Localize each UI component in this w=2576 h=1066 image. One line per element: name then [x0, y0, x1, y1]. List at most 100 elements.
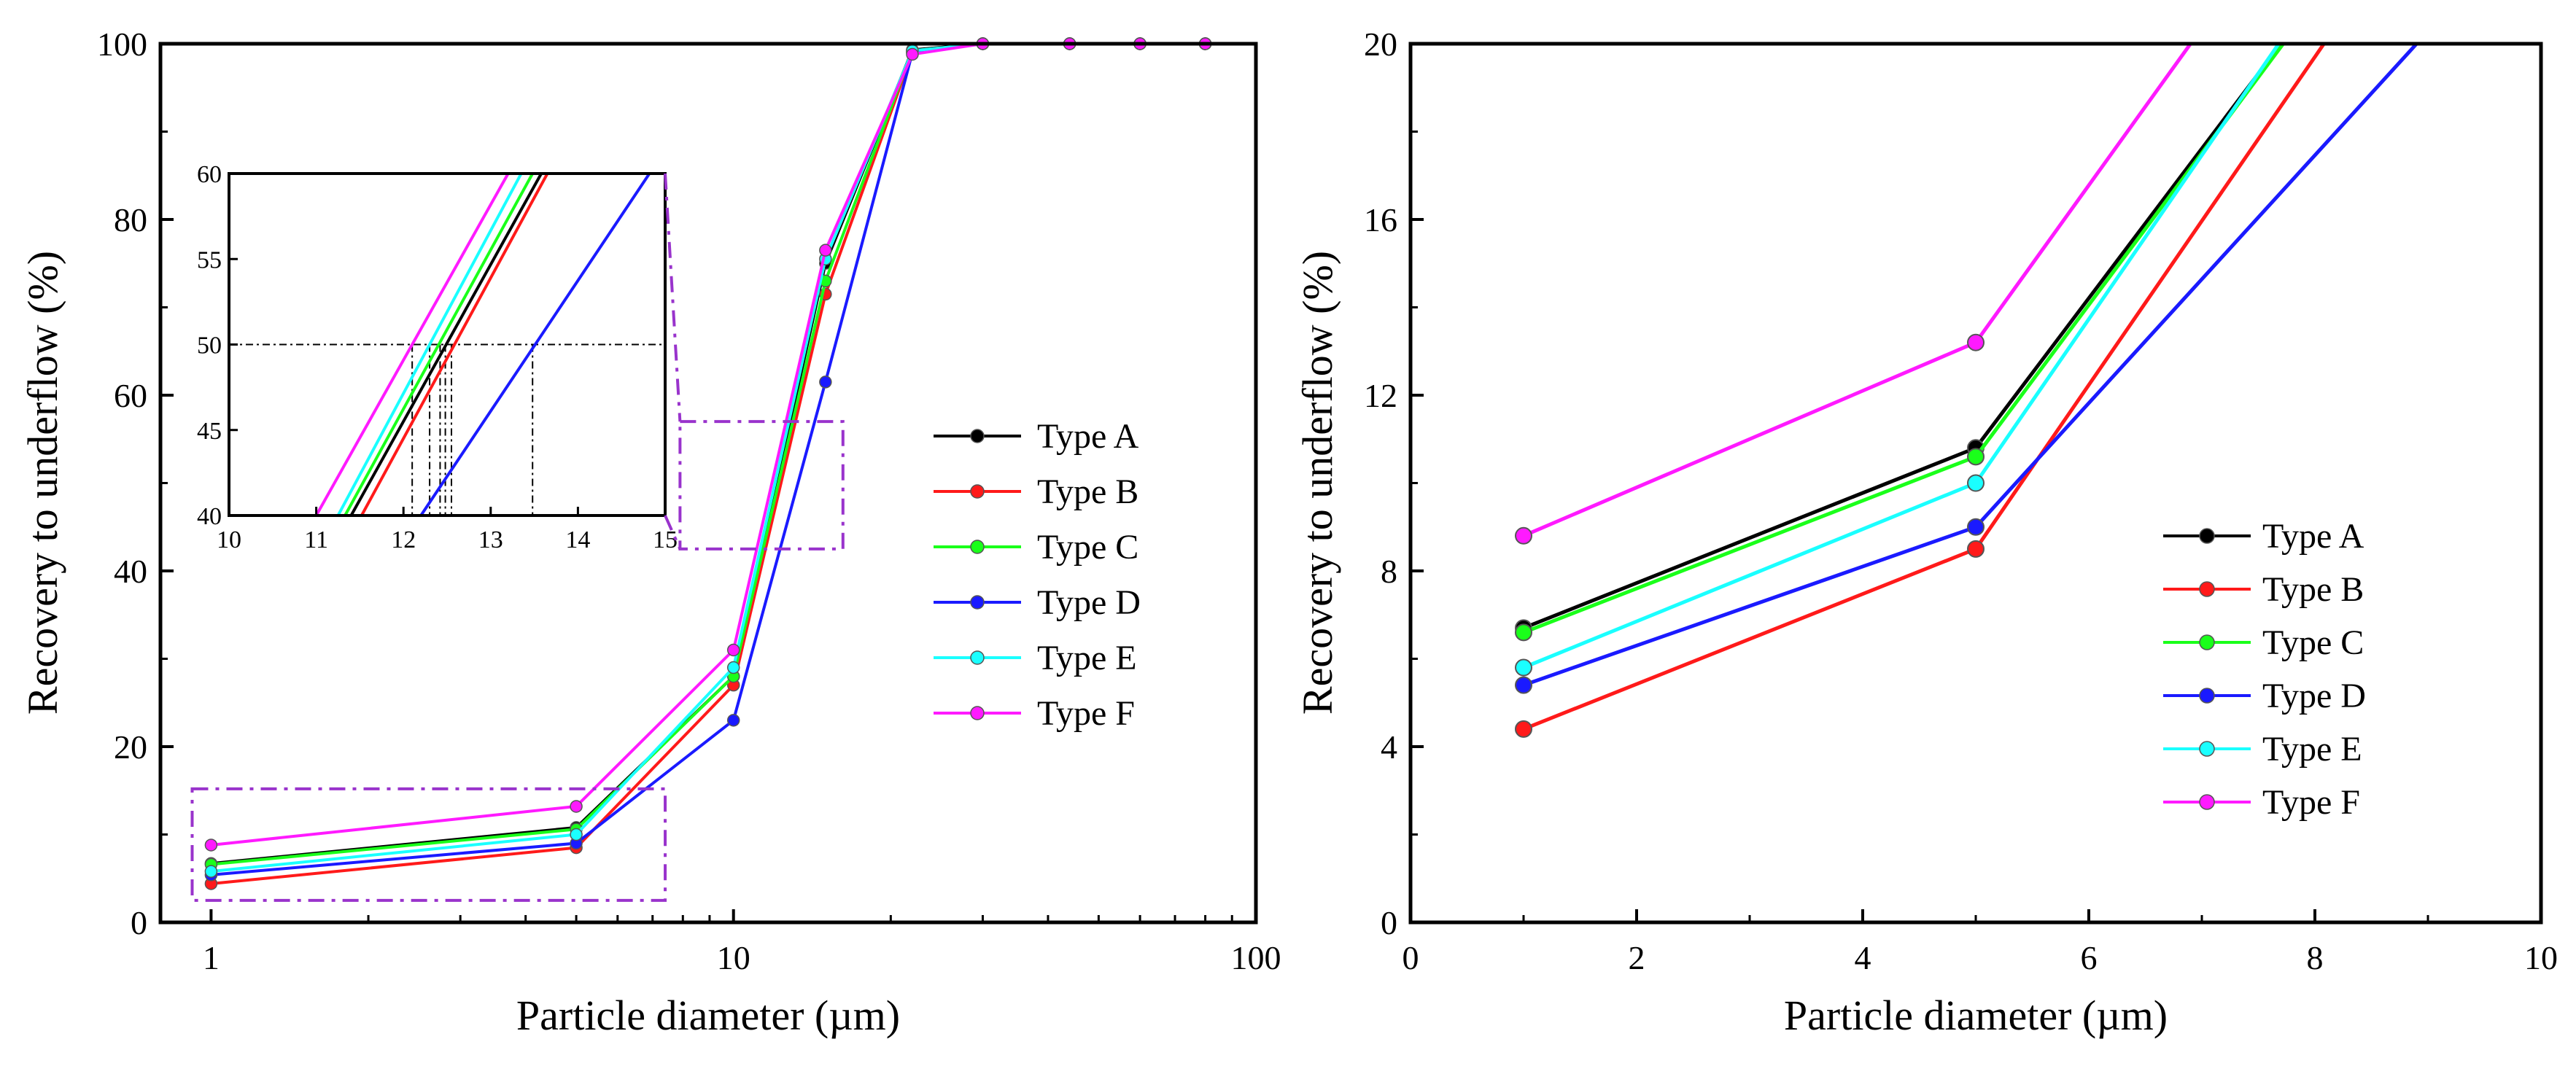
right-legend-marker: [2199, 528, 2215, 544]
left-legend-marker: [970, 540, 985, 554]
left-point-type-f: [906, 47, 919, 61]
right-legend-marker: [2199, 794, 2215, 810]
left-y-tick-label: 100: [97, 26, 147, 63]
left-legend-label: Type C: [1037, 528, 1138, 567]
left-legend-label: Type D: [1037, 583, 1141, 622]
right-legend-label: Type F: [2262, 783, 2360, 822]
left-point-type-e: [204, 865, 218, 878]
zoom-box-1: [190, 787, 667, 902]
left-y-tick-label: 20: [114, 728, 147, 766]
right-legend-item-type-e: Type E: [2163, 730, 2362, 769]
inset-y-tick-label: 45: [197, 418, 222, 445]
inset-x-tick-label: 11: [304, 526, 328, 553]
right-legend-item-type-b: Type B: [2163, 570, 2364, 609]
right-series-type-d: [1515, 44, 2418, 694]
left-legend-label: Type F: [1037, 694, 1135, 733]
left-x-tick-label: 10: [717, 939, 750, 976]
right-legend-label: Type B: [2262, 570, 2364, 609]
right-series-type-f: [1515, 44, 2192, 545]
inset-x-tick-label: 10: [217, 526, 241, 553]
right-series-layer: [1515, 44, 2418, 738]
inset-x-tick-label: 13: [478, 526, 503, 553]
inset-chart: 10 11 12 13 14 15 40 45 50 55 60: [197, 161, 682, 553]
left-point-type-f: [819, 244, 832, 257]
right-point-type-b: [1967, 540, 1985, 558]
left-y-tick-label: 40: [114, 553, 147, 590]
right-y-tick-label: 20: [1364, 26, 1397, 63]
right-legend-label: Type C: [2262, 623, 2364, 662]
right-point-type-d: [1515, 676, 1532, 694]
left-point-type-f: [726, 643, 740, 657]
right-point-type-e: [1515, 658, 1532, 677]
zoom-box-2: [678, 420, 845, 550]
left-legend-marker: [970, 595, 985, 610]
inset-y-tick-label: 55: [197, 246, 222, 273]
right-x-tick-label: 4: [1855, 939, 1871, 976]
right-series-type-e: [1515, 44, 2281, 677]
right-point-type-c: [1515, 623, 1532, 642]
inset-y-tick-label: 60: [197, 161, 222, 188]
left-legend: Type A Type B Type C Type D Type E Type F: [934, 417, 1141, 733]
inset-lines: [229, 174, 665, 516]
right-legend-marker: [2199, 634, 2215, 650]
right-point-type-d: [1967, 518, 1985, 536]
right-legend-label: Type D: [2262, 677, 2366, 715]
right-y-tick-label: 8: [1381, 553, 1397, 590]
left-legend-label: Type B: [1037, 472, 1138, 511]
right-legend-marker: [2199, 581, 2215, 597]
left-legend-marker: [970, 650, 985, 665]
left-legend-item-type-c: Type C: [934, 528, 1138, 567]
right-x-tick-label: 8: [2307, 939, 2324, 976]
right-legend-item-type-d: Type D: [2163, 677, 2366, 715]
left-y-tick-label: 0: [131, 904, 147, 941]
left-legend-marker: [970, 706, 985, 720]
left-y-tick-label: 80: [114, 201, 147, 238]
right-legend-marker: [2199, 688, 2215, 704]
right-legend-label: Type E: [2262, 730, 2362, 769]
left-y-axis-title: Recovery to underflow (%): [19, 251, 66, 715]
right-y-tick-label: 16: [1364, 201, 1397, 238]
right-x-axis-title: Particle diameter (µm): [1784, 992, 2168, 1039]
right-point-type-f: [1967, 333, 1985, 351]
right-x-tick-label: 6: [2081, 939, 2098, 976]
inset-line-type-b: [360, 174, 549, 516]
inset-line-type-e: [336, 174, 523, 516]
right-legend-label: Type A: [2262, 517, 2364, 556]
left-legend-marker: [970, 484, 985, 499]
left-zoom-boxes: [190, 420, 845, 902]
inset-line-type-f: [314, 174, 510, 516]
right-point-type-e: [1967, 474, 1985, 492]
right-point-type-b: [1515, 720, 1532, 738]
right-legend: Type A Type B Type C Type D Type E Type F: [2163, 517, 2366, 822]
left-legend-item-type-d: Type D: [934, 583, 1141, 622]
right-x-tick-label: 0: [1403, 939, 1419, 976]
right-x-tick-label: 10: [2524, 939, 2558, 976]
right-y-tick-label: 0: [1381, 904, 1397, 941]
right-legend-item-type-c: Type C: [2163, 623, 2364, 662]
inset-connector-top: [664, 173, 682, 422]
right-y-tick-label: 4: [1381, 728, 1397, 766]
left-legend-label: Type E: [1037, 639, 1137, 677]
right-point-type-f: [1515, 526, 1532, 545]
right-y-tick-label: 12: [1364, 377, 1397, 414]
left-legend-label: Type A: [1037, 417, 1139, 456]
right-x-tick-label: 2: [1629, 939, 1645, 976]
left-chart: 1 10 100 0 20 40 60 80 100 10 11 12 13 14 15 40 45 50 55 6…: [19, 26, 1281, 1039]
left-point-type-e: [726, 661, 740, 674]
left-point-type-f: [570, 800, 583, 813]
left-y-tick-label: 60: [114, 377, 147, 414]
left-x-tick-label: 1: [203, 939, 220, 976]
left-x-tick-label: 100: [1231, 939, 1281, 976]
inset-y-tick-label: 40: [197, 503, 222, 530]
right-series-type-c: [1515, 44, 2285, 642]
inset-line-type-c: [344, 174, 534, 516]
left-legend-item-type-f: Type F: [934, 694, 1135, 733]
left-legend-marker: [970, 429, 985, 443]
left-legend-item-type-b: Type B: [934, 472, 1138, 511]
right-legend-marker: [2199, 741, 2215, 757]
inset-x-tick-label: 12: [391, 526, 416, 553]
left-point-type-f: [204, 839, 218, 852]
right-legend-item-type-f: Type F: [2163, 783, 2360, 822]
